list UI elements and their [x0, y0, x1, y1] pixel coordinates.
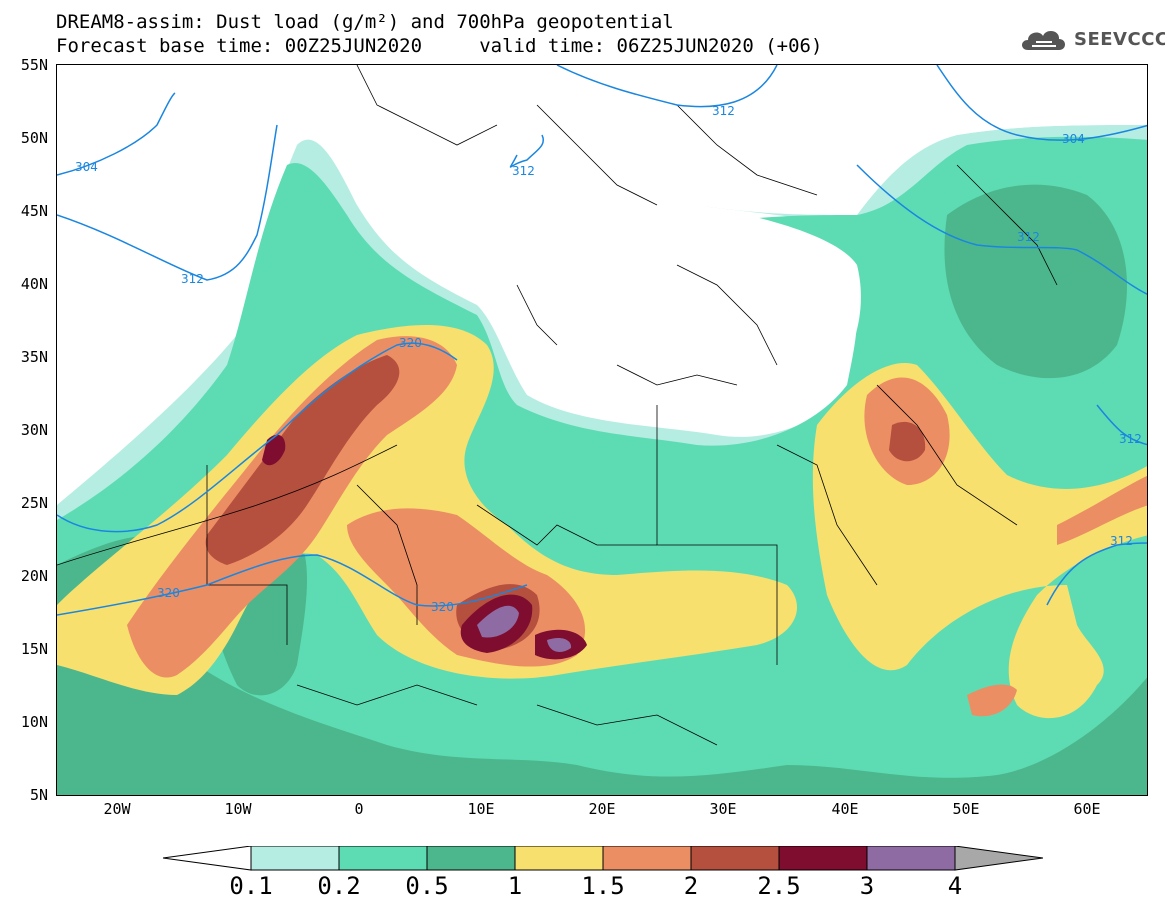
colorbar-label: 1 — [507, 872, 523, 900]
lon-label: 20W — [103, 800, 131, 818]
colorbar-label: 1.5 — [581, 872, 625, 900]
border-lines — [57, 65, 1058, 746]
dust-level-1.5 — [967, 684, 1017, 717]
lon-label: 40E — [831, 800, 859, 818]
colorbar-label: 0.1 — [229, 872, 273, 900]
contour-label: 304 — [1062, 132, 1085, 146]
lon-label: 30E — [709, 800, 737, 818]
lon-label: 10W — [224, 800, 252, 818]
colorbar-segment — [690, 846, 780, 871]
dust-level-2 — [205, 355, 400, 565]
colorbar — [163, 846, 1043, 871]
contour-label: 304 — [75, 160, 98, 174]
dust-level-3 — [547, 637, 572, 652]
contour-label: 312 — [512, 164, 535, 178]
lon-label: 10E — [467, 800, 495, 818]
seevccc-logo: SEEVCCC — [1018, 24, 1165, 54]
cloud-icon — [1022, 30, 1065, 50]
colorbar-segment — [426, 846, 516, 871]
lat-label: 5N — [29, 786, 48, 804]
lon-label: 0 — [354, 800, 364, 818]
lat-label: 40N — [20, 275, 48, 293]
lat-label: 35N — [20, 348, 48, 366]
contour-label: 320 — [431, 600, 454, 614]
chart-title-line2: Forecast base time: 00Z25JUN2020 valid t… — [56, 35, 823, 57]
contour-labels: 304 312 320 312 304 312 320 312 320 312 … — [75, 104, 1142, 614]
dust-level-0.5 — [944, 184, 1127, 379]
map-canvas: 304 312 320 312 304 312 320 312 320 312 … — [57, 65, 1147, 795]
colorbar-label: 2.5 — [757, 872, 801, 900]
colorbar-label: 3 — [859, 872, 875, 900]
colorbar-label: 0.2 — [317, 872, 361, 900]
colorbar-segment — [163, 846, 252, 871]
contour-label: 312 — [1119, 432, 1142, 446]
lon-label: 60E — [1073, 800, 1101, 818]
dust-level-2 — [889, 421, 926, 462]
colorbar-segment — [778, 846, 868, 871]
chart-title-line1: DREAM8-assim: Dust load (g/m²) and 700hP… — [56, 11, 674, 33]
colorbar-segment — [250, 846, 340, 871]
lat-label: 15N — [20, 640, 48, 658]
dust-map: 304 312 320 312 304 312 320 312 320 312 … — [56, 64, 1148, 796]
lat-label: 30N — [20, 421, 48, 439]
lon-label: 20E — [588, 800, 616, 818]
colorbar-segment — [602, 846, 692, 871]
contour-label: 320 — [399, 336, 422, 350]
lat-label: 10N — [20, 713, 48, 731]
contour-label: 312 — [712, 104, 735, 118]
colorbar-segment — [514, 846, 604, 871]
lon-label: 50E — [952, 800, 980, 818]
geopotential-contours — [57, 65, 1147, 616]
colorbar-label: 4 — [947, 872, 963, 900]
colorbar-segment — [338, 846, 428, 871]
lat-label: 20N — [20, 567, 48, 585]
contour-label: 320 — [157, 586, 180, 600]
contour-label: 312 — [1110, 534, 1133, 548]
colorbar-label: 2 — [683, 872, 699, 900]
lat-label: 25N — [20, 494, 48, 512]
dust-level-0.5 — [57, 535, 1147, 795]
lat-label: 55N — [20, 56, 48, 74]
colorbar-segment — [954, 846, 1043, 871]
contour-label: 312 — [181, 272, 204, 286]
lat-label: 45N — [20, 202, 48, 220]
contour-label: 312 — [1017, 230, 1040, 244]
colorbar-label: 0.5 — [405, 872, 449, 900]
dust-level-3 — [477, 605, 519, 638]
lat-label: 50N — [20, 129, 48, 147]
colorbar-segment — [866, 846, 956, 871]
dust-level-1.5 — [1057, 475, 1147, 545]
logo-text: SEEVCCC — [1074, 28, 1165, 50]
